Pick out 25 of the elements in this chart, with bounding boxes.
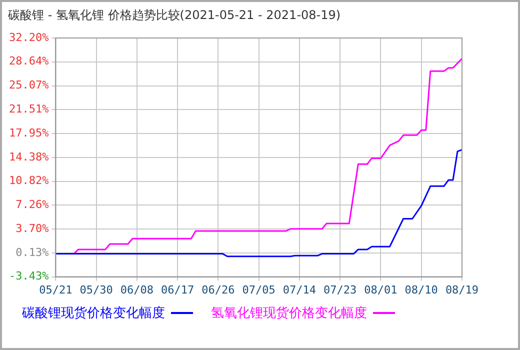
x-tick-label: 08/19 bbox=[445, 283, 479, 296]
y-tick-label: 32.20% bbox=[8, 30, 50, 44]
y-tick-label: 7.26% bbox=[16, 198, 50, 212]
x-tick-label: 06/08 bbox=[120, 283, 154, 296]
x-tick-label: 08/01 bbox=[364, 283, 398, 296]
legend-label: 氢氧化锂现货价格变化幅度 bbox=[211, 305, 367, 322]
y-tick-label: -3.43% bbox=[8, 270, 50, 283]
y-tick-label: 10.82% bbox=[8, 174, 50, 188]
y-tick-label: 3.70% bbox=[16, 222, 50, 235]
x-tick-label: 05/30 bbox=[80, 283, 113, 296]
x-tick-label: 07/23 bbox=[324, 283, 357, 296]
x-tick-label: 07/14 bbox=[282, 283, 316, 296]
y-tick-label: 21.51% bbox=[8, 102, 50, 116]
y-tick-label: 0.13% bbox=[16, 246, 50, 259]
x-tick-label: 07/05 bbox=[242, 283, 276, 296]
y-tick-label: 28.64% bbox=[8, 54, 50, 68]
y-tick-label: 25.07% bbox=[8, 78, 50, 92]
legend-label: 碳酸锂现货价格变化幅度 bbox=[22, 305, 165, 322]
y-tick-label: 14.38% bbox=[8, 150, 50, 164]
chart-title: 碳酸锂 - 氢氧化锂 价格趋势比较(2021-05-21 - 2021-08-19) bbox=[8, 7, 341, 24]
y-tick-label: 17.95% bbox=[8, 126, 50, 140]
x-tick-label: 06/17 bbox=[161, 283, 194, 296]
x-tick-label: 06/26 bbox=[202, 283, 235, 296]
x-tick-label: 08/10 bbox=[404, 283, 438, 296]
x-tick-label: 05/21 bbox=[39, 283, 72, 296]
